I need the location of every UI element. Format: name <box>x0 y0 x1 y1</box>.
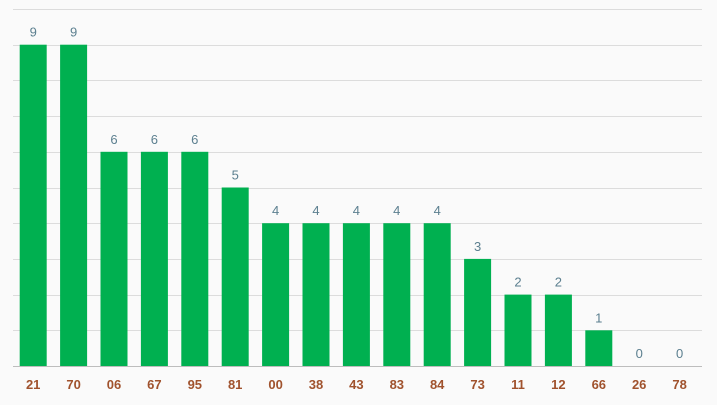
bar-70[interactable] <box>60 44 88 366</box>
bar-81[interactable] <box>221 187 249 367</box>
category-label-layer: 21 70 06 67 95 81 00 38 43 83 84 73 11 12 66 26 78 <box>26 377 687 392</box>
bar-12[interactable] <box>544 294 572 366</box>
value-label-00: 4 <box>272 203 279 218</box>
bar-95[interactable] <box>181 151 209 366</box>
category-label-66: 66 <box>592 377 606 392</box>
value-label-67: 6 <box>151 132 158 147</box>
category-label-21: 21 <box>26 377 40 392</box>
category-label-95: 95 <box>188 377 202 392</box>
value-label-78: 0 <box>676 346 683 361</box>
bar-38[interactable] <box>302 223 330 366</box>
category-label-78: 78 <box>672 377 686 392</box>
category-label-67: 67 <box>147 377 161 392</box>
value-label-73: 3 <box>474 239 481 254</box>
category-label-73: 73 <box>470 377 484 392</box>
value-label-84: 4 <box>434 203 441 218</box>
bar-06[interactable] <box>100 151 128 366</box>
value-label-06: 6 <box>110 132 117 147</box>
value-label-26: 0 <box>636 346 643 361</box>
category-label-81: 81 <box>228 377 242 392</box>
value-label-43: 4 <box>353 203 360 218</box>
bar-00[interactable] <box>262 223 290 366</box>
category-label-06: 06 <box>107 377 121 392</box>
bar-84[interactable] <box>423 223 451 366</box>
bar-67[interactable] <box>140 151 168 366</box>
value-label-70: 9 <box>70 25 77 40</box>
value-label-21: 9 <box>30 25 37 40</box>
category-label-00: 00 <box>268 377 282 392</box>
category-label-84: 84 <box>430 377 445 392</box>
bar-43[interactable] <box>342 223 370 366</box>
bar-66[interactable] <box>585 330 613 366</box>
category-label-11: 11 <box>511 377 525 392</box>
value-label-66: 1 <box>595 310 602 325</box>
bar-83[interactable] <box>383 223 411 366</box>
category-label-38: 38 <box>309 377 323 392</box>
bar-21[interactable] <box>19 44 47 366</box>
value-label-81: 5 <box>232 168 239 183</box>
category-label-12: 12 <box>551 377 565 392</box>
value-label-83: 4 <box>393 203 400 218</box>
value-label-38: 4 <box>312 203 319 218</box>
value-label-layer: 9 9 6 6 6 5 4 4 4 4 4 3 2 2 1 0 0 <box>30 25 684 361</box>
category-label-70: 70 <box>66 377 80 392</box>
category-label-83: 83 <box>390 377 404 392</box>
category-label-26: 26 <box>632 377 646 392</box>
value-label-12: 2 <box>555 275 562 290</box>
value-label-95: 6 <box>191 132 198 147</box>
bar-11[interactable] <box>504 294 532 366</box>
value-label-11: 2 <box>514 275 521 290</box>
bar-73[interactable] <box>464 258 492 366</box>
bar-layer <box>19 44 613 367</box>
category-label-43: 43 <box>349 377 363 392</box>
